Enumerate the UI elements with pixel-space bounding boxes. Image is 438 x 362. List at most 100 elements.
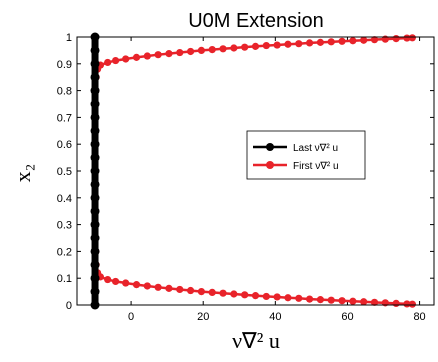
series-point-first bbox=[316, 296, 325, 304]
series-point-first bbox=[349, 37, 357, 45]
series-point-first bbox=[104, 275, 112, 284]
series-point-first bbox=[208, 45, 216, 54]
y-tick-label: 1 bbox=[66, 32, 72, 44]
series-point-first bbox=[327, 296, 335, 304]
series-point-last bbox=[90, 246, 100, 256]
series-point-first bbox=[219, 45, 227, 53]
series-point-first bbox=[143, 282, 151, 290]
series-point-first bbox=[360, 298, 368, 306]
y-tick-label: 0.4 bbox=[57, 193, 72, 205]
series-point-first bbox=[176, 285, 184, 294]
series-point-first bbox=[186, 286, 195, 295]
series-point-last bbox=[90, 126, 100, 136]
x-tick-label: 40 bbox=[269, 311, 281, 323]
series-point-first bbox=[251, 292, 260, 300]
series-point-first bbox=[154, 283, 162, 291]
legend: Last ν∇² u First ν∇² u bbox=[246, 130, 366, 180]
series-point-first bbox=[262, 292, 270, 301]
y-tick-label: 0 bbox=[66, 300, 72, 312]
x-axis-title-text: ν∇² u bbox=[232, 328, 280, 353]
y-tick-label: 0.7 bbox=[57, 112, 72, 124]
series-point-last bbox=[90, 59, 100, 69]
series-point-first bbox=[165, 50, 173, 58]
y-tick-label: 0.2 bbox=[57, 246, 72, 258]
chart-title: U0M Extension bbox=[188, 10, 324, 32]
series-point-first bbox=[132, 281, 141, 289]
series-point-first bbox=[143, 52, 151, 60]
series-point-first bbox=[408, 300, 416, 308]
series-point-first bbox=[370, 36, 379, 44]
series-point-first bbox=[165, 284, 173, 292]
series-point-first bbox=[262, 41, 270, 50]
series-point-last bbox=[90, 166, 100, 176]
plot-frame bbox=[76, 36, 435, 306]
series-point-first bbox=[295, 40, 303, 48]
legend-marker-first bbox=[266, 161, 274, 169]
series-point-first bbox=[186, 47, 195, 56]
y-tick-label: 0.1 bbox=[57, 273, 72, 285]
series-point-last bbox=[90, 220, 100, 230]
legend-label-last: Last ν∇² u bbox=[293, 143, 338, 154]
series-point-last bbox=[90, 112, 100, 122]
series-point-first bbox=[338, 37, 346, 45]
y-tick-label: 0.8 bbox=[57, 86, 72, 98]
series-point-last bbox=[90, 233, 100, 243]
y-axis-title: x₂ bbox=[10, 164, 35, 183]
series-point-first bbox=[104, 58, 112, 67]
series-point-first bbox=[241, 291, 249, 299]
series-point-last bbox=[90, 99, 100, 109]
series-point-last bbox=[90, 72, 100, 82]
series-point-last bbox=[90, 206, 100, 216]
series-point-first bbox=[408, 34, 416, 42]
y-tick-label: 0.6 bbox=[57, 139, 72, 151]
series-point-first bbox=[230, 290, 238, 298]
legend-label-first: First ν∇² u bbox=[293, 161, 339, 172]
plot-series bbox=[90, 32, 416, 310]
series-point-first bbox=[122, 279, 130, 287]
series-point-first bbox=[392, 299, 400, 307]
series-point-last bbox=[90, 193, 100, 203]
series-point-last bbox=[90, 287, 100, 297]
series-point-first bbox=[370, 298, 379, 306]
series-point-first bbox=[122, 55, 130, 63]
series-point-first bbox=[284, 294, 292, 302]
series-point-first bbox=[316, 38, 325, 46]
series-point-first bbox=[197, 46, 206, 55]
series-point-first bbox=[273, 41, 281, 49]
series-point-last bbox=[90, 139, 100, 149]
y-tick-label: 0.9 bbox=[57, 59, 72, 71]
x-tick-label: 0 bbox=[128, 311, 134, 323]
legend-box bbox=[246, 130, 366, 180]
series-point-first bbox=[305, 39, 314, 47]
series-point-last bbox=[90, 273, 100, 283]
y-tick-label: 0.5 bbox=[57, 166, 72, 178]
x-tick-label: 20 bbox=[197, 311, 209, 323]
series-point-first bbox=[208, 288, 216, 297]
series-point-first bbox=[230, 44, 238, 52]
x-tick-label: 80 bbox=[413, 311, 425, 323]
series-point-first bbox=[176, 48, 184, 57]
series-point-first bbox=[284, 40, 292, 48]
series-point-first bbox=[392, 35, 400, 43]
x-tick-label: 60 bbox=[341, 311, 353, 323]
series-point-first bbox=[111, 56, 120, 65]
series-point-first bbox=[111, 277, 120, 286]
series-point-last bbox=[90, 260, 100, 270]
axis-ticks: 0 20 40 60 80 0 0.1 0.2 0.3 0.4 0.5 0.6 0.7 0.8 0.9 1 bbox=[57, 32, 434, 323]
y-tick-label: 0.3 bbox=[57, 220, 72, 232]
x-axis-title: ν∇² u bbox=[232, 328, 280, 353]
legend-marker-last bbox=[266, 143, 274, 151]
series-point-first bbox=[154, 51, 162, 59]
series-point-last bbox=[90, 45, 100, 55]
series-point-first bbox=[273, 293, 281, 301]
y-axis-title-text: x₂ bbox=[10, 164, 35, 183]
series-point-last bbox=[90, 86, 100, 96]
series-point-first bbox=[403, 34, 411, 42]
series-point-first bbox=[241, 43, 249, 51]
series-point-first bbox=[295, 294, 303, 302]
series-point-first bbox=[197, 288, 206, 296]
series-point-first bbox=[132, 53, 141, 61]
series-point-last bbox=[90, 179, 100, 189]
series-point-first bbox=[360, 36, 368, 44]
series-point-first bbox=[349, 297, 357, 305]
